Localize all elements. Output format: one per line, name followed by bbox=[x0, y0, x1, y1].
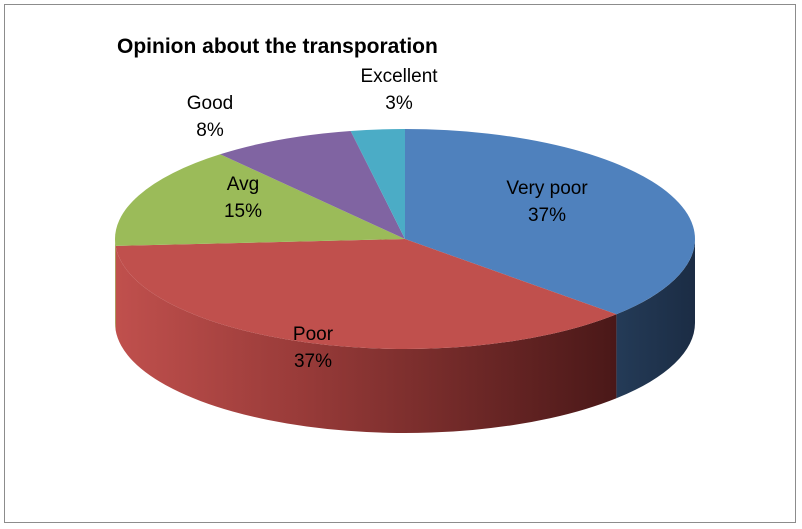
slice-percent-label: 37% bbox=[293, 351, 333, 372]
pie-slice-excellent[interactable] bbox=[350, 129, 405, 239]
slice-label-very-poor: Very poor 37% bbox=[506, 175, 587, 229]
slice-category-label: Good bbox=[186, 93, 234, 114]
pie-depth-layer bbox=[115, 239, 695, 433]
slice-percent-label: 15% bbox=[223, 201, 263, 222]
slice-label-poor: Poor 37% bbox=[293, 321, 333, 375]
pie-slice-good[interactable] bbox=[220, 130, 405, 239]
pie-slice-very-poor[interactable] bbox=[405, 129, 695, 315]
slice-percent-label: 3% bbox=[385, 93, 413, 114]
pie-slice-avg[interactable] bbox=[115, 154, 405, 246]
chart-title: Opinion about the transporation bbox=[117, 35, 438, 58]
slice-label-excellent: Excellent 3% bbox=[360, 63, 437, 117]
pie-side-avg bbox=[115, 239, 116, 330]
slice-category-label: Excellent bbox=[360, 66, 438, 87]
slice-category-label: Poor bbox=[292, 324, 334, 345]
slice-category-label: Very poor bbox=[506, 178, 588, 199]
slice-percent-label: 37% bbox=[527, 205, 567, 226]
pie-side-very-poor bbox=[616, 239, 695, 399]
chart-frame: Opinion about the transporation Very poo… bbox=[4, 4, 796, 523]
pie-slice-poor[interactable] bbox=[115, 239, 617, 349]
pie-chart bbox=[115, 129, 695, 433]
slice-category-label: Avg bbox=[226, 174, 260, 195]
pie-top-layer bbox=[115, 129, 695, 349]
slice-label-avg: Avg 15% bbox=[224, 171, 262, 225]
slice-label-good: Good 8% bbox=[187, 90, 233, 144]
pie-side-poor bbox=[115, 245, 617, 433]
slice-percent-label: 8% bbox=[196, 120, 224, 141]
